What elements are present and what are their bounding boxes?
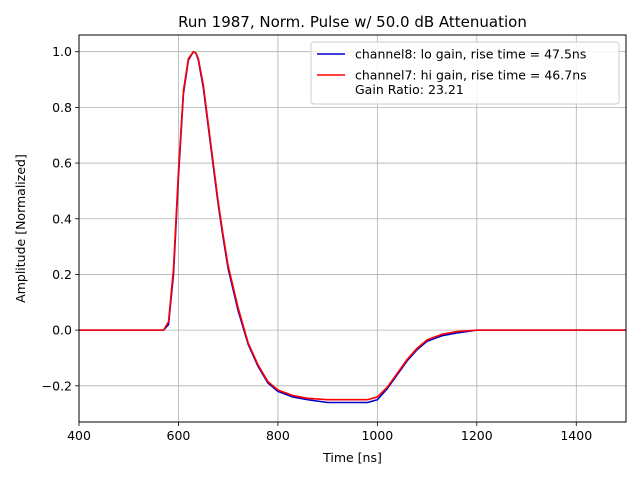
axis-ticks: 400 600 800 1000 1200 1400 −0.2 0.0 0.2 0.4 0.6 0.8…	[42, 44, 593, 443]
legend-gain-ratio: Gain Ratio: 23.21	[355, 82, 464, 97]
y-tick-label: 0.2	[52, 267, 72, 282]
legend-entry-channel8: channel8: lo gain, rise time = 47.5ns	[355, 47, 586, 62]
y-axis-label: Amplitude [Normalized]	[13, 154, 28, 303]
series-line-channel7	[79, 50, 626, 401]
y-tick-label: 0.4	[52, 211, 72, 226]
legend-box	[310, 41, 620, 105]
y-tick-label: 1.0	[52, 44, 72, 59]
plot-frame	[78, 34, 627, 423]
y-tick-label: −0.2	[42, 378, 72, 393]
chart-title: Run 1987, Norm. Pulse w/ 50.0 dB Attenua…	[178, 13, 527, 31]
grid	[78, 35, 626, 422]
x-tick-label: 1200	[461, 428, 493, 443]
series-layer	[79, 50, 626, 404]
x-tick-label: 800	[266, 428, 290, 443]
y-tick-label: 0.0	[52, 323, 72, 338]
x-tick-label: 600	[167, 428, 191, 443]
x-tick-label: 1000	[361, 428, 393, 443]
y-tick-label: 0.6	[52, 156, 72, 171]
x-tick-label: 1400	[560, 428, 592, 443]
y-tick-label: 0.8	[52, 100, 72, 115]
legend: channel8: lo gain, rise time = 47.5ns ch…	[310, 41, 620, 105]
legend-entry-channel7: channel7: hi gain, rise time = 46.7ns	[355, 68, 587, 83]
x-axis-label: Time [ns]	[322, 450, 382, 465]
x-tick-label: 400	[67, 428, 91, 443]
